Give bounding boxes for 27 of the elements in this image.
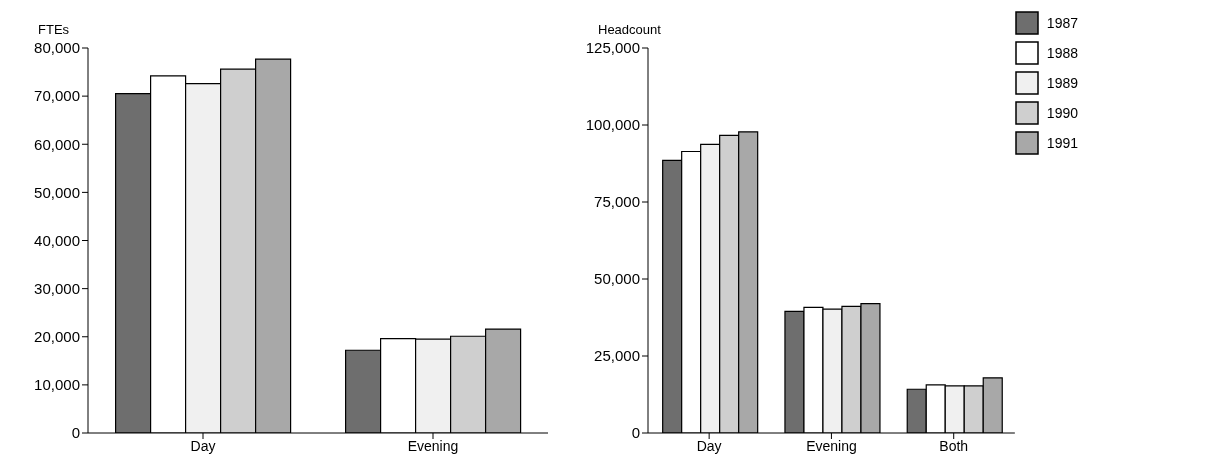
y-tick-label: 75,000 — [594, 193, 640, 211]
x-tick-label: Evening — [407, 437, 459, 454]
y-tick-label: 50,000 — [594, 270, 640, 288]
y-tick-label: 80,000 — [34, 39, 80, 57]
y-tick-label: 40,000 — [34, 231, 80, 249]
y-tick-label: 70,000 — [34, 87, 80, 105]
y-axis-title: FTEs — [38, 22, 70, 37]
y-tick-label: 0 — [631, 424, 640, 442]
y-tick-label: 50,000 — [34, 183, 80, 201]
legend-label: 1991 — [1046, 135, 1078, 151]
legend-label: 1990 — [1046, 105, 1078, 121]
y-tick-label: 30,000 — [34, 279, 80, 297]
legend-label: 1988 — [1046, 45, 1078, 61]
y-tick-label: 60,000 — [34, 135, 80, 153]
x-tick-label: Both — [939, 437, 969, 454]
y-tick-label: 100,000 — [585, 116, 640, 134]
legend-label: 1989 — [1046, 75, 1078, 91]
y-tick-label: 10,000 — [34, 376, 80, 394]
y-tick-label: 25,000 — [594, 347, 640, 365]
x-tick-label: Day — [190, 437, 216, 454]
y-tick-label: 125,000 — [585, 39, 640, 57]
x-tick-label: Day — [696, 437, 722, 454]
y-tick-label: 20,000 — [34, 328, 80, 346]
y-tick-label: 0 — [71, 424, 80, 442]
y-axis-title: Headcount — [598, 22, 661, 37]
x-tick-label: Evening — [806, 437, 857, 454]
legend-label: 1987 — [1046, 15, 1078, 31]
